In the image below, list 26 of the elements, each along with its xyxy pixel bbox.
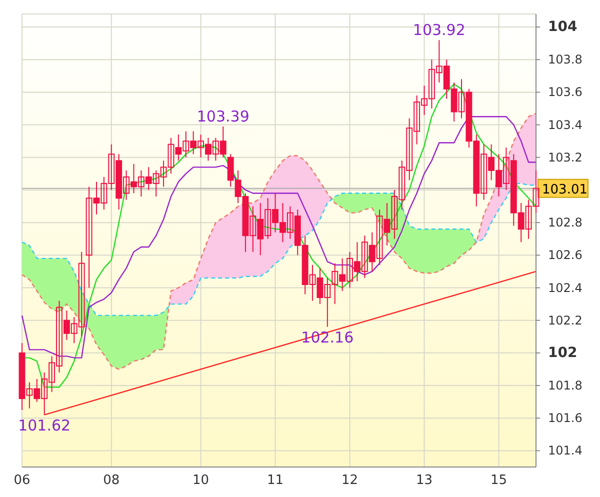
y-tick-label: 102.4	[548, 280, 582, 295]
y-tick-label: 101.6	[548, 411, 582, 426]
y-tick-label: 101.8	[548, 378, 582, 393]
y-tick-label: 102.2	[548, 313, 582, 328]
x-tick-label: 10	[192, 473, 210, 488]
y-tick-label: 104	[548, 19, 578, 36]
y-tick-label: 103.8	[548, 52, 582, 67]
y-tick-label: 103.2	[548, 150, 582, 164]
y-tick-label: 103.4	[548, 118, 582, 132]
x-tick-label: 13	[416, 473, 433, 488]
annotation: 102.16	[301, 328, 354, 347]
annotation: 103.39	[196, 107, 250, 126]
y-tick-label: 102	[548, 344, 578, 361]
ref-line-label: 103.01	[542, 182, 588, 198]
x-tick-label: 11	[267, 473, 284, 488]
y-tick-label: 101.4	[548, 444, 582, 458]
x-tick-label: 15	[490, 473, 508, 488]
y-tick-label: 102.6	[548, 248, 582, 262]
line-series	[21, 182, 537, 316]
y-tick-label: 103.6	[548, 85, 582, 100]
x-tick-label: 06	[14, 473, 30, 488]
x-tick-label: 08	[103, 473, 120, 488]
annotation: 101.62	[18, 416, 71, 435]
y-tick-label: 102.8	[548, 216, 582, 230]
annotation: 103.92	[412, 21, 466, 40]
x-tick-label: 12	[341, 473, 358, 488]
